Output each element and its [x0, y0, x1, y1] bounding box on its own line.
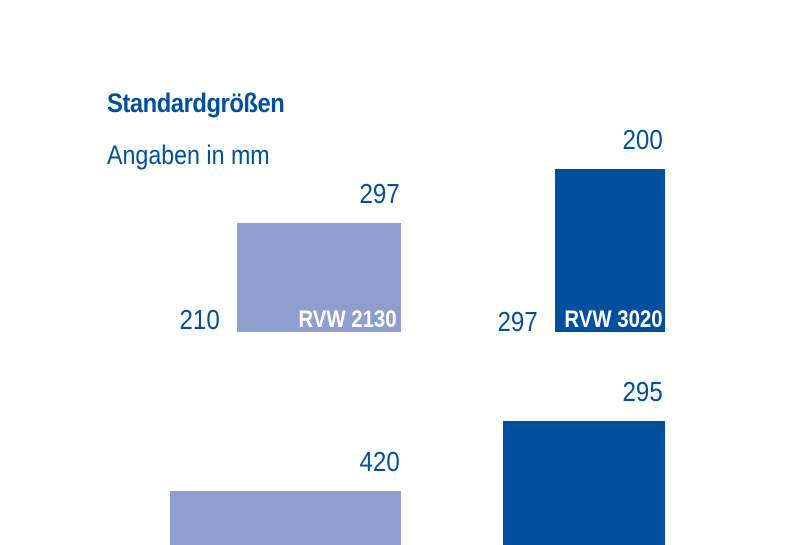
format-box-rvw-2130: RVW 2130 [237, 223, 401, 332]
diagram-subtitle: Angaben in mm [107, 140, 270, 170]
height-label-rvw-3020: 297 [497, 306, 538, 337]
width-label-rvw-2130: 297 [359, 178, 400, 209]
format-box-420 [170, 491, 401, 545]
format-box-295 [503, 421, 665, 545]
model-label-rvw-3020: RVW 3020 [564, 306, 663, 333]
height-label-rvw-2130: 210 [179, 304, 220, 335]
format-box-rvw-3020: RVW 3020 [555, 169, 665, 332]
width-label-295: 295 [622, 376, 663, 407]
diagram-title: Standardgrößen [107, 88, 285, 118]
model-label-rvw-2130: RVW 2130 [298, 306, 397, 333]
width-label-420: 420 [359, 446, 400, 477]
width-label-rvw-3020: 200 [622, 124, 663, 155]
